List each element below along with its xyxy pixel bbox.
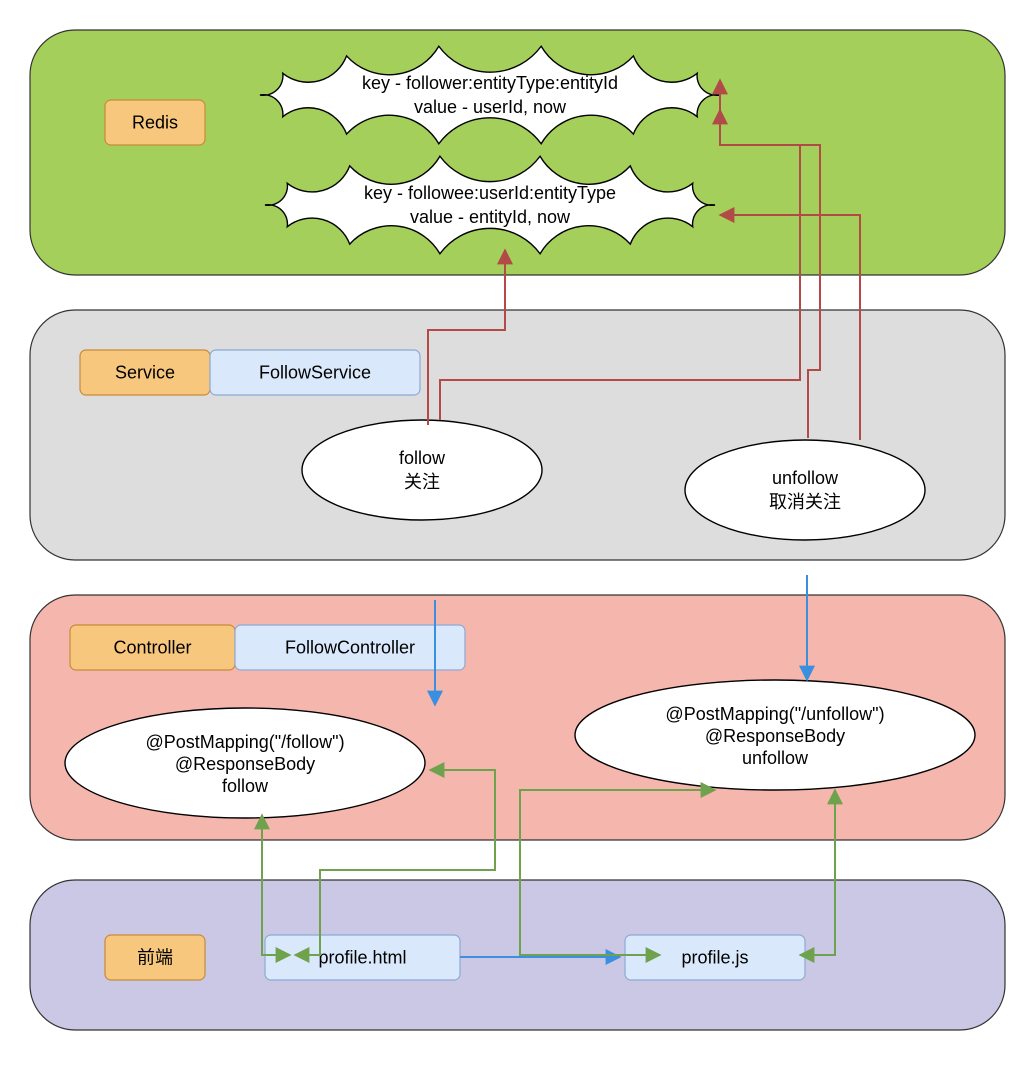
svg-text:key - follower:entityType:enti: key - follower:entityType:entityId (362, 73, 618, 93)
svg-text:key - followee:userId:entityTy: key - followee:userId:entityType (364, 183, 616, 203)
svg-text:follow: follow (222, 776, 269, 796)
svg-text:Redis: Redis (132, 112, 178, 132)
svg-text:@ResponseBody: @ResponseBody (705, 726, 845, 746)
svg-text:@PostMapping("/follow"): @PostMapping("/follow") (145, 732, 344, 752)
svg-text:取消关注: 取消关注 (769, 492, 841, 512)
svg-text:关注: 关注 (404, 472, 440, 492)
svg-text:value - entityId, now: value - entityId, now (410, 207, 571, 227)
svg-text:@ResponseBody: @ResponseBody (175, 754, 315, 774)
svg-text:profile.js: profile.js (681, 947, 748, 967)
svg-text:unfollow: unfollow (742, 748, 809, 768)
svg-text:FollowService: FollowService (259, 362, 371, 382)
ellipse-follow (302, 420, 542, 520)
svg-text:unfollow: unfollow (772, 468, 839, 488)
ellipse-unfollow (685, 440, 925, 540)
svg-text:Controller: Controller (113, 637, 191, 657)
architecture-diagram: Redis Service Controller 前端 FollowService Fol… (0, 0, 1036, 1065)
svg-text:follow: follow (399, 448, 446, 468)
svg-text:@PostMapping("/unfollow"): @PostMapping("/unfollow") (665, 704, 884, 724)
svg-text:profile.html: profile.html (318, 947, 406, 967)
svg-text:FollowController: FollowController (285, 637, 415, 657)
svg-text:Service: Service (115, 362, 175, 382)
svg-text:前端: 前端 (137, 947, 173, 967)
svg-text:value - userId, now: value - userId, now (414, 97, 567, 117)
